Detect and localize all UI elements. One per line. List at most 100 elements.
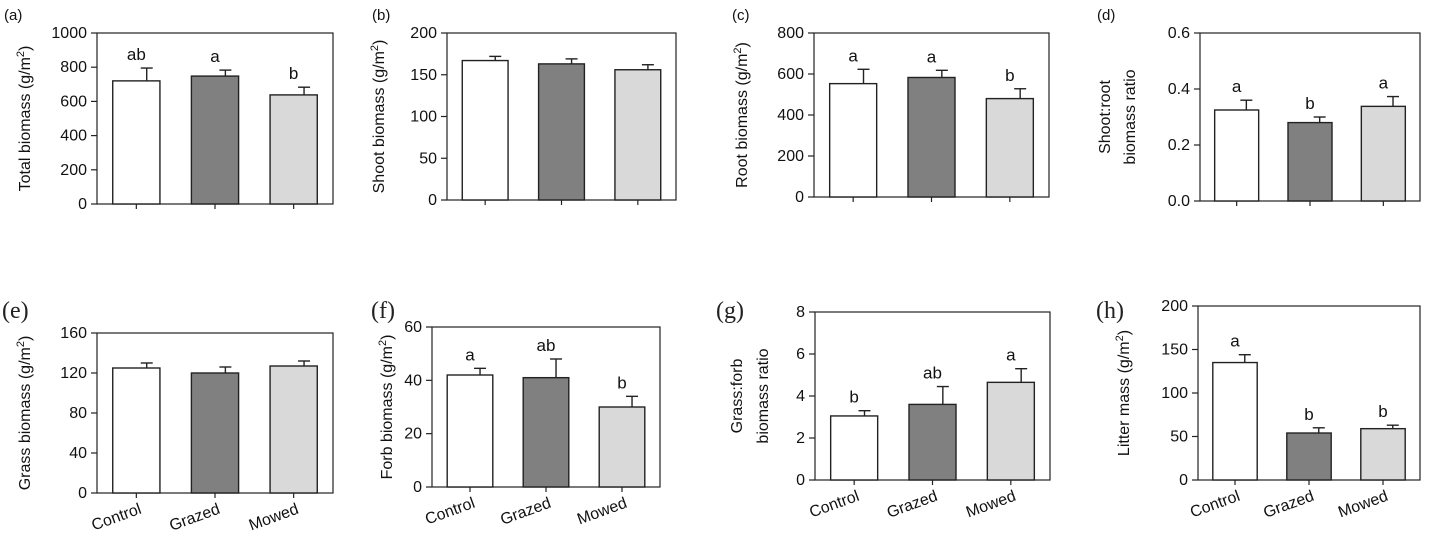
chart-panel: (f) 0 20 40 60 Forb biomass (g/m2) a Control ab G… (371, 298, 661, 529)
y-tick-label: 0 (428, 192, 437, 209)
significance-letter: ab (923, 364, 942, 383)
y-axis-label-line2: biomass ratio (755, 348, 772, 443)
y-axis-label: Grass biomass (g/m2) (15, 336, 34, 491)
bar-mowed (598, 406, 646, 488)
category-label: Grazed (498, 495, 553, 529)
bar-grazed (522, 376, 570, 488)
chart-panel: (c) 0 200 400 600 800 Root biomass (g/m2) a a b (732, 7, 1050, 206)
y-tick-label: 40 (404, 372, 422, 389)
significance-letter: a (465, 345, 475, 364)
bar-control (112, 367, 161, 494)
significance-letter: b (617, 373, 626, 392)
bar-grazed (1286, 432, 1332, 481)
significance-letter: a (210, 47, 220, 66)
y-tick-label: 0 (78, 485, 87, 502)
y-tick-label: 0 (413, 479, 422, 496)
significance-letter: b (849, 388, 858, 407)
category-label: Grazed (1261, 488, 1316, 522)
y-tick-label: 200 (777, 148, 804, 165)
y-tick-label: 40 (69, 445, 87, 462)
significance-letter: a (1006, 346, 1016, 365)
y-tick-label: 50 (1170, 429, 1188, 446)
y-axis-label: Litter mass (g/m2) (1114, 330, 1133, 456)
y-tick-label: 200 (1161, 298, 1188, 315)
bar-control (446, 374, 494, 488)
category-label: Mowed (575, 495, 629, 529)
significance-letter: ab (537, 336, 556, 355)
bar-mowed (985, 97, 1035, 198)
y-axis-label-line2: biomass ratio (1122, 69, 1139, 164)
category-label: Control (807, 488, 861, 522)
bar-grazed (908, 403, 957, 481)
y-tick-label: 0 (78, 196, 87, 213)
chart-panel: (b) 0 50 100 150 200 Shoot biomass (g/m2) (369, 7, 677, 209)
bar-control (112, 80, 161, 205)
y-tick-label: 400 (777, 107, 804, 124)
bar-grazed (1287, 121, 1333, 202)
bar-grazed (907, 76, 956, 198)
bar-mowed (269, 365, 318, 494)
bar-control (829, 415, 879, 481)
y-tick-label: 2 (796, 430, 805, 447)
panel-label: (h) (1096, 298, 1124, 324)
y-tick-label: 8 (796, 304, 805, 321)
bar-mowed (1360, 427, 1406, 481)
y-tick-label: 800 (60, 59, 87, 76)
bar-control (828, 82, 878, 198)
bar-mowed (614, 69, 662, 201)
category-label: Grazed (885, 488, 940, 522)
y-tick-label: 50 (419, 150, 437, 167)
significance-letter: ab (127, 45, 146, 64)
significance-letter: b (1378, 402, 1387, 421)
panel-label: (g) (716, 298, 744, 324)
significance-letter: b (1305, 94, 1314, 113)
y-tick-label: 60 (404, 319, 422, 336)
chart-panel: (d) 0.0 0.2 0.4 0.6 Shoot:root biomass ratio a b… (1097, 7, 1421, 210)
category-label: Control (423, 495, 477, 529)
y-tick-label: 0 (796, 472, 805, 489)
chart-panel: (e) 0 40 80 120 160 Grass biomass (g/m2) Contro… (2, 298, 334, 535)
significance-letter: a (1379, 74, 1389, 93)
chart-panel: (g) 0 2 4 6 8 Grass:forb biomass ratio b Control a… (716, 298, 1051, 522)
y-axis-label: Grass:forb (729, 359, 746, 434)
chart-panel: (h) 0 50 100 150 200 Litter mass (g/m2) a Contro… (1096, 298, 1421, 522)
y-tick-label: 0 (1179, 472, 1188, 489)
panel-label: (b) (372, 7, 390, 24)
y-tick-label: 150 (1161, 342, 1188, 359)
y-tick-label: 0 (795, 189, 804, 206)
bar-grazed (190, 372, 240, 494)
y-tick-label: 800 (777, 25, 804, 42)
bar-control (1212, 361, 1258, 481)
y-tick-label: 600 (60, 93, 87, 110)
significance-letter: a (927, 47, 937, 66)
significance-letter: b (1005, 66, 1014, 85)
bar-mowed (986, 381, 1036, 481)
significance-letter: a (1230, 332, 1240, 351)
chart-panel: (a) 0 200 400 600 800 1000 Total biomass (g/m2)… (4, 7, 334, 213)
y-tick-label: 1000 (51, 25, 87, 42)
y-tick-label: 80 (69, 405, 87, 422)
y-axis-label: Forb biomass (g/m2) (377, 335, 396, 480)
y-tick-label: 160 (60, 325, 87, 342)
significance-letter: a (1232, 77, 1242, 96)
panel-label: (c) (732, 7, 750, 24)
significance-letter: b (289, 64, 298, 83)
y-tick-label: 0.2 (1168, 137, 1190, 154)
y-tick-label: 150 (410, 67, 437, 84)
y-tick-label: 0.6 (1168, 25, 1190, 42)
bar-control (461, 59, 509, 201)
panel-label: (a) (4, 7, 22, 24)
y-tick-label: 200 (410, 25, 437, 42)
y-tick-label: 0.4 (1168, 81, 1190, 98)
bar-mowed (1360, 105, 1407, 202)
bar-grazed (190, 75, 240, 205)
y-tick-label: 0.0 (1168, 193, 1190, 210)
y-tick-label: 100 (410, 109, 437, 126)
y-tick-label: 4 (796, 388, 805, 405)
category-label: Mowed (964, 488, 1018, 522)
bar-grazed (537, 63, 586, 201)
y-tick-label: 6 (796, 346, 805, 363)
y-tick-label: 400 (60, 128, 87, 145)
panel-label: (d) (1097, 7, 1115, 24)
